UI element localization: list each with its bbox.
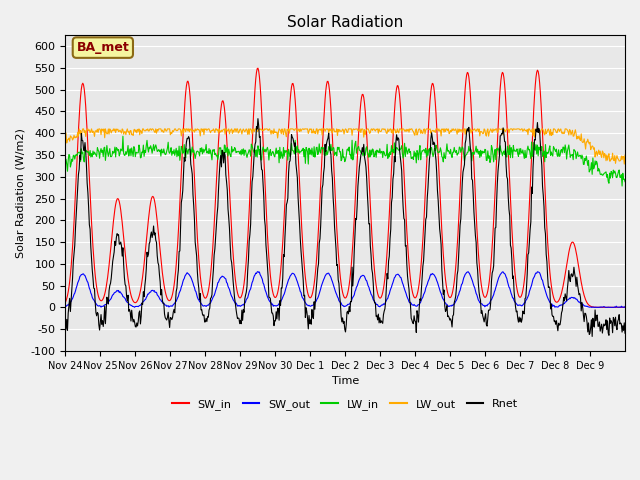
LW_in: [404, 151, 412, 157]
LW_out: [435, 126, 443, 132]
Y-axis label: Solar Radiation (W/m2): Solar Radiation (W/m2): [15, 128, 25, 258]
Line: Rnet: Rnet: [65, 119, 625, 336]
Text: BA_met: BA_met: [76, 41, 129, 54]
LW_out: [128, 132, 136, 138]
SW_in: [280, 227, 287, 233]
SW_in: [435, 169, 443, 175]
SW_out: [127, 302, 135, 308]
SW_in: [254, 65, 262, 71]
SW_out: [280, 293, 287, 299]
Line: LW_out: LW_out: [65, 129, 625, 164]
LW_in: [119, 133, 127, 139]
SW_in: [621, 304, 629, 310]
Rnet: [588, 334, 596, 339]
SW_in: [404, 240, 412, 246]
Line: LW_in: LW_in: [65, 136, 625, 186]
SW_in: [61, 300, 69, 305]
Rnet: [280, 252, 287, 257]
SW_out: [588, 304, 595, 310]
Rnet: [435, 213, 443, 218]
SW_out: [435, 284, 443, 290]
Rnet: [127, 318, 135, 324]
SW_out: [61, 303, 69, 309]
SW_in: [259, 122, 266, 128]
Title: Solar Radiation: Solar Radiation: [287, 15, 403, 30]
Rnet: [404, 273, 412, 279]
LW_out: [76, 126, 83, 132]
SW_out: [621, 304, 629, 310]
LW_in: [280, 144, 287, 150]
LW_in: [61, 163, 69, 169]
LW_out: [280, 132, 287, 137]
Rnet: [254, 116, 262, 121]
Rnet: [230, 288, 237, 293]
LW_out: [621, 152, 629, 158]
X-axis label: Time: Time: [332, 376, 359, 386]
Line: SW_out: SW_out: [65, 272, 625, 307]
LW_in: [128, 145, 136, 151]
SW_out: [259, 276, 266, 282]
SW_out: [404, 295, 412, 301]
LW_out: [231, 126, 239, 132]
LW_out: [404, 128, 412, 134]
Rnet: [621, 330, 629, 336]
Line: SW_in: SW_in: [65, 68, 625, 307]
LW_out: [259, 128, 266, 133]
LW_in: [231, 144, 239, 150]
SW_out: [254, 269, 262, 275]
Rnet: [61, 328, 69, 334]
LW_in: [618, 183, 626, 189]
Rnet: [259, 167, 266, 173]
LW_out: [61, 136, 69, 142]
LW_in: [621, 179, 629, 185]
LW_in: [435, 149, 443, 155]
LW_in: [259, 147, 266, 153]
LW_out: [620, 161, 628, 167]
SW_out: [230, 298, 237, 304]
SW_in: [230, 261, 237, 267]
Legend: SW_in, SW_out, LW_in, LW_out, Rnet: SW_in, SW_out, LW_in, LW_out, Rnet: [168, 395, 523, 415]
SW_in: [127, 292, 135, 298]
